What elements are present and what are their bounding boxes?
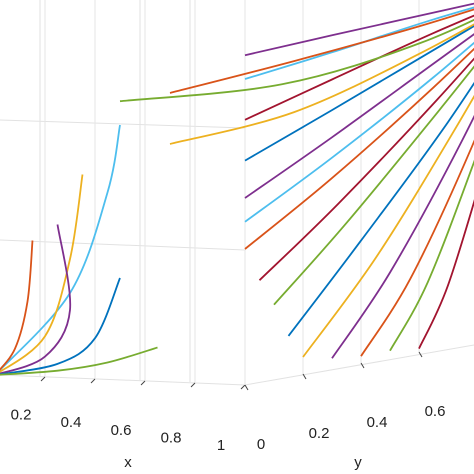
x-tick: [190, 382, 196, 388]
x-tick-label: 0.6: [111, 422, 132, 439]
x-tick: [140, 380, 146, 386]
trajectory: [0, 124, 121, 372]
trajectory: [0, 174, 84, 373]
trajectory: [0, 277, 121, 376]
trajectory: [0, 224, 72, 375]
y-tick-label: 0.6: [425, 403, 446, 420]
trajectory: [244, 2, 474, 57]
y-tick-label: 0.2: [309, 425, 330, 442]
trajectory: [331, 114, 474, 359]
x-tick-label: 0.8: [161, 429, 182, 446]
trajectory: [244, 47, 474, 250]
x-tick: [240, 384, 246, 390]
trajectory: [0, 240, 34, 371]
y-tick: [244, 384, 249, 391]
box-edge: [0, 239, 246, 251]
trajectory: [244, 6, 474, 80]
x-tick-label: 1: [217, 437, 225, 454]
trajectory: [258, 57, 474, 281]
trajectory: [244, 41, 474, 223]
y-tick-label: 0: [257, 436, 265, 453]
box-edge: [0, 119, 246, 129]
trajectory: [244, 33, 474, 199]
x-tick-label: 0.4: [61, 414, 82, 431]
x-tick: [90, 378, 96, 384]
y-tick: [418, 351, 423, 358]
trajectory: [244, 25, 474, 162]
trajectory: [0, 346, 158, 376]
trajectory: [169, 8, 474, 94]
y-tick: [302, 373, 307, 380]
trajectory: [302, 94, 474, 358]
y-axis-label: y: [354, 454, 362, 471]
x-axis-label: x: [124, 454, 132, 471]
trajectory: [360, 139, 474, 357]
trajectory: [273, 65, 474, 306]
trajectory: [287, 81, 474, 337]
y-tick-label: 0.4: [367, 414, 388, 431]
y-tick: [360, 362, 365, 369]
trajectory: [389, 159, 474, 352]
box-edge: [244, 344, 474, 386]
trajectory: [119, 18, 474, 103]
x-tick-label: 0.2: [11, 407, 32, 424]
x-tick: [40, 376, 46, 382]
box-edge: [0, 374, 246, 386]
box-frame: [0, 0, 474, 386]
trajectory: [169, 23, 474, 145]
